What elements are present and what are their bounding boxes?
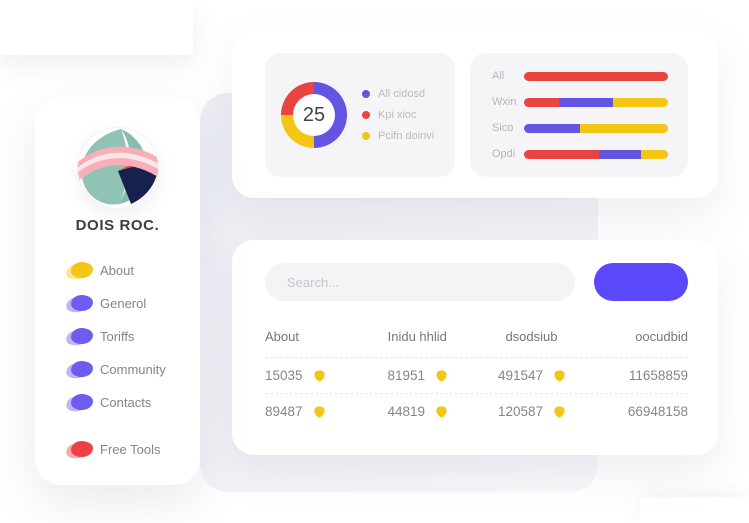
menu-blob-icon — [64, 393, 94, 414]
bar-segment — [524, 71, 668, 81]
stacked-bar — [524, 149, 668, 159]
legend-label: Kpi xioc — [378, 109, 417, 121]
sidebar-item-free-tools[interactable]: Free Tools — [64, 433, 200, 466]
primary-button[interactable] — [594, 263, 688, 301]
table-body: 15035 81951 491547 11658859 89487 44819 120587… — [265, 357, 688, 429]
bar-segment — [524, 97, 559, 107]
table-cell: 66948158 — [591, 404, 688, 419]
stats-card: 25 All cidosd Kpi xioc Pcifn doinvi All Wxi… — [232, 30, 718, 198]
cell-value: 11658859 — [628, 368, 688, 383]
cell-value: 89487 — [265, 404, 303, 419]
donut-value: 25 — [302, 103, 326, 126]
table-cell: 491547 — [472, 368, 590, 383]
donut-chart: 25 — [281, 82, 347, 148]
badge-icon — [436, 405, 447, 418]
menu-blob-icon — [64, 261, 94, 282]
badge-icon — [313, 405, 325, 418]
cell-value: 120587 — [497, 404, 543, 419]
legend-dot-icon — [362, 132, 370, 140]
table-header-row: About Inidu hhlid dsodsiub oocudbid — [265, 329, 688, 357]
search-input[interactable] — [265, 263, 575, 301]
menu-blob-icon — [64, 440, 94, 461]
donut-legend: All cidosd Kpi xioc Pcifn doinvi — [362, 88, 434, 142]
table-cell: 81951 — [362, 368, 472, 383]
table-row: 89487 44819 120587 66948158 — [265, 393, 688, 429]
sidebar-item-label: About — [100, 263, 134, 278]
bar-row-opdi: Opdi — [492, 148, 668, 160]
bar-segment — [613, 97, 668, 107]
sidebar-item-about[interactable]: About — [64, 254, 200, 287]
bar-label: Opdi — [492, 148, 516, 160]
donut-panel: 25 All cidosd Kpi xioc Pcifn doinvi — [265, 53, 455, 177]
abstract-logo-icon — [76, 127, 159, 209]
legend-label: Pcifn doinvi — [378, 130, 435, 142]
sidebar-item-label: Contacts — [100, 395, 152, 410]
table-cell: 89487 — [265, 404, 362, 419]
cell-value: 66948158 — [627, 404, 688, 419]
bar-row-all: All — [492, 70, 668, 82]
legend-dot-icon — [362, 90, 370, 98]
search-row — [265, 263, 688, 301]
sidebar-item-community[interactable]: Community — [64, 353, 200, 386]
table-cell: 15035 — [265, 368, 362, 383]
cell-value: 44819 — [387, 404, 426, 419]
stacked-bar — [524, 97, 668, 107]
cell-value: 81951 — [387, 368, 426, 383]
table-cell: 44819 — [362, 404, 472, 419]
column-header: dsodsiub — [505, 329, 558, 344]
bar-segment — [524, 123, 581, 133]
bar-label: All — [492, 70, 505, 82]
sidebar-item-generol[interactable]: Generol — [64, 287, 200, 320]
bar-segment — [598, 149, 641, 159]
legend-item: Kpi xioc — [362, 109, 434, 121]
logo — [76, 127, 159, 209]
badge-icon — [313, 369, 325, 382]
sidebar-item-label: Free Tools — [100, 442, 161, 457]
bar-segment — [558, 97, 614, 107]
bar-label: Sico — [492, 122, 514, 134]
bar-row-sico: Sico — [492, 122, 668, 134]
sidebar-item-label: Toriffs — [100, 329, 135, 344]
column-header: About — [265, 329, 299, 344]
bar-segment — [580, 123, 668, 133]
sidebar-item-label: Generol — [100, 296, 147, 311]
table-row: 15035 81951 491547 11658859 — [265, 357, 688, 393]
brand-title: DOIS ROC. — [75, 217, 160, 234]
donut-center: 25 — [293, 94, 335, 136]
sidebar-item-label: Community — [100, 362, 166, 377]
badge-icon — [554, 405, 565, 418]
table-card: About Inidu hhlid dsodsiub oocudbid 15035 81… — [232, 240, 718, 455]
badge-icon — [554, 369, 565, 382]
sidebar: DOIS ROC. About Generol Toriffs Community Co… — [35, 97, 200, 485]
bar-row-wxin: Wxin — [492, 96, 668, 108]
bars-panel: All Wxin Sico Opdi — [470, 53, 688, 177]
cell-value: 491547 — [497, 368, 543, 383]
table-cell: 11658859 — [591, 368, 688, 383]
badge-icon — [436, 369, 447, 382]
cell-value: 15035 — [265, 368, 303, 383]
column-header: Inidu hhlid — [387, 329, 447, 344]
menu-blob-icon — [64, 360, 94, 381]
stacked-bar — [524, 71, 668, 81]
sidebar-item-contacts[interactable]: Contacts — [64, 386, 200, 419]
background-rect-bottom-right — [640, 497, 749, 523]
menu-blob-icon — [64, 327, 94, 348]
sidebar-item-toriffs[interactable]: Toriffs — [64, 320, 200, 353]
sidebar-menu: About Generol Toriffs Community Contacts Free… — [35, 254, 200, 466]
bar-segment — [524, 149, 599, 159]
legend-item: All cidosd — [362, 88, 434, 100]
column-header: oocudbid — [635, 329, 688, 344]
background-rect-top-left — [0, 0, 193, 55]
legend-dot-icon — [362, 111, 370, 119]
data-table: About Inidu hhlid dsodsiub oocudbid 15035 81… — [265, 329, 688, 429]
table-cell: 120587 — [472, 404, 590, 419]
legend-label: All cidosd — [378, 88, 426, 100]
bar-segment — [640, 149, 668, 159]
legend-item: Pcifn doinvi — [362, 130, 434, 142]
stacked-bar — [524, 123, 668, 133]
bar-label: Wxin — [492, 96, 517, 108]
menu-blob-icon — [64, 294, 94, 315]
